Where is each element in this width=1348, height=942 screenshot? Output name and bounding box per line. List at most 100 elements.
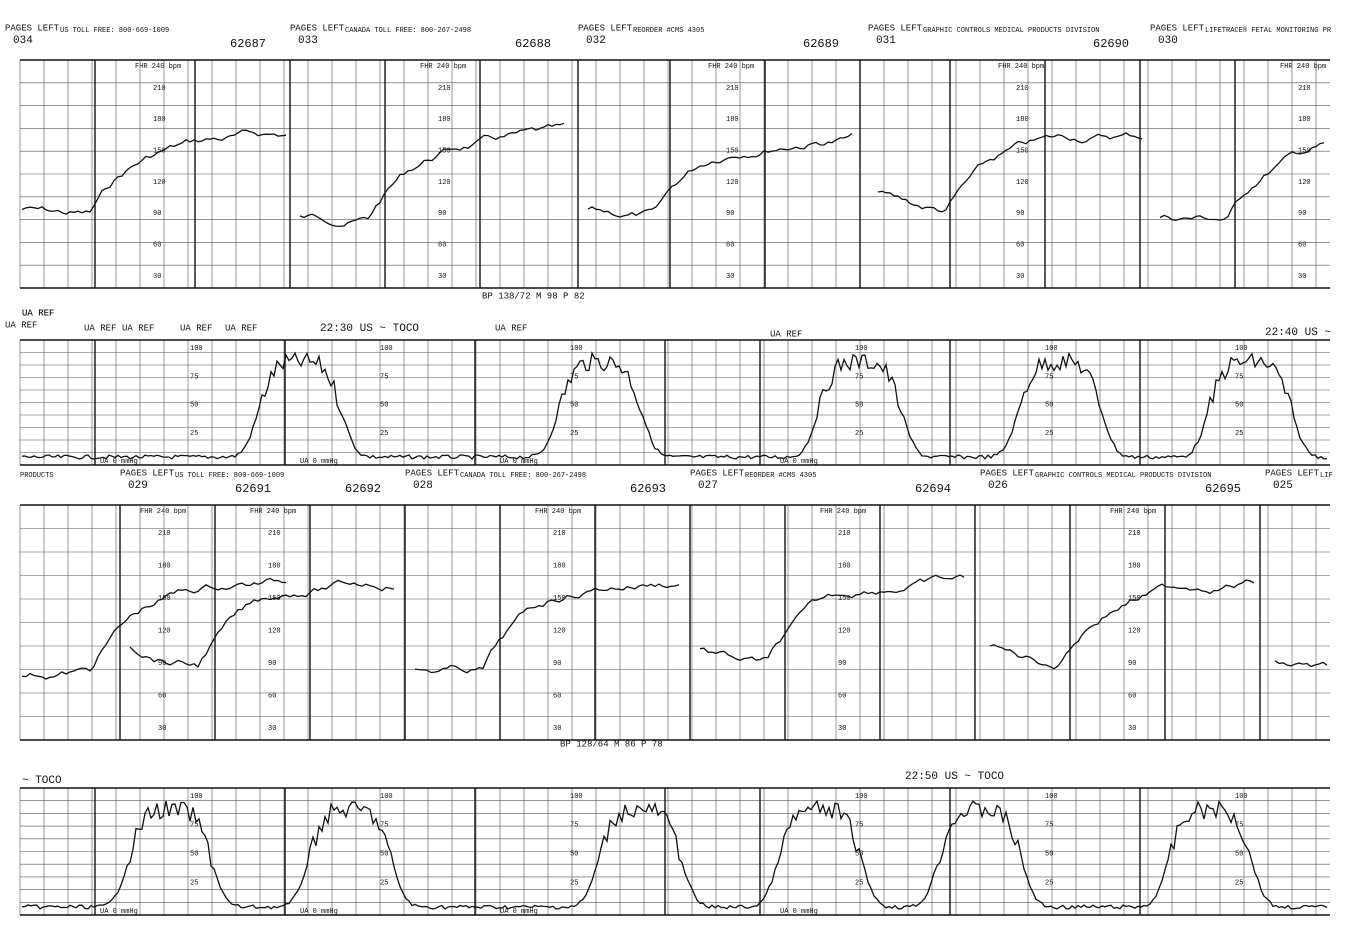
ua-ref-label: UA REF xyxy=(5,320,37,330)
print-note: GRAPHIC CONTROLS MEDICAL PRODUCTS DIVISI… xyxy=(1035,472,1211,480)
scale-label: 25 xyxy=(380,430,388,438)
scale-label: 50 xyxy=(855,402,863,410)
scale-label: 100 xyxy=(380,793,393,801)
time-label: 22:40 US ~ xyxy=(1265,327,1331,339)
scale-label: 100 xyxy=(380,345,393,353)
scale-label: 75 xyxy=(1235,822,1243,830)
serial-number: 62688 xyxy=(515,37,551,51)
serial-number: 62689 xyxy=(803,37,839,51)
scale-label: 25 xyxy=(570,879,578,887)
pages-left: PAGES LEFT xyxy=(1150,23,1205,33)
scale-label: 180 xyxy=(1016,116,1029,124)
serial-number: 62687 xyxy=(230,37,266,51)
time-label: 22:30 US ~ TOCO xyxy=(320,323,419,335)
scale-label: 60 xyxy=(158,692,166,700)
scale-label: 120 xyxy=(158,627,171,635)
trace xyxy=(21,577,287,680)
trace xyxy=(587,132,853,218)
scale-label: 100 xyxy=(1235,793,1248,801)
toco-label: ~ TOCO xyxy=(22,775,62,787)
page-number: 032 xyxy=(586,35,606,47)
pages-left: PAGES LEFT xyxy=(290,23,345,33)
scale-label: 100 xyxy=(855,345,868,353)
scale-title: FHR 240 bpm xyxy=(535,508,581,516)
scale-label: 120 xyxy=(1016,179,1029,187)
scale-label: 30 xyxy=(1128,725,1136,733)
trace xyxy=(129,579,395,669)
scale-label: 30 xyxy=(438,273,446,281)
scale-label: 25 xyxy=(1235,430,1243,438)
scale-label: 30 xyxy=(158,725,166,733)
scale-label: 90 xyxy=(268,660,276,668)
scale-label: 75 xyxy=(380,822,388,830)
scale-label: 50 xyxy=(190,402,198,410)
print-note: LIFETRACE® FETAL MONITORING PR xyxy=(1205,26,1332,35)
scale-label: 100 xyxy=(570,345,583,353)
scale-label: 50 xyxy=(190,851,198,859)
scale-label: 210 xyxy=(1128,530,1141,538)
scale-label: 75 xyxy=(380,373,388,381)
scale-label: 60 xyxy=(553,692,561,700)
bp-annotation: BP 138/72 M 98 P 82 xyxy=(482,291,585,301)
scale-label: 210 xyxy=(268,530,281,538)
scale-label: 210 xyxy=(553,530,566,538)
zero-label: UA 0 mmHg xyxy=(500,908,538,916)
time-label: 22:50 US ~ TOCO xyxy=(905,771,1004,783)
scale-label: 100 xyxy=(1045,793,1058,801)
scale-label: 50 xyxy=(1045,851,1053,859)
scale-label: 50 xyxy=(1235,402,1243,410)
page-number: 031 xyxy=(876,35,896,47)
scale-label: 75 xyxy=(1235,373,1243,381)
page-number: 027 xyxy=(698,480,718,492)
scale-label: 75 xyxy=(190,373,198,381)
zero-label: UA 0 mmHg xyxy=(780,458,818,466)
trace xyxy=(699,574,965,661)
pages-left: PAGES LEFT xyxy=(980,468,1035,478)
serial-number: 62692 xyxy=(345,482,381,496)
ua-ref-label: UA REF xyxy=(225,323,257,333)
scale-label: 30 xyxy=(1298,273,1306,281)
serial-number: 62695 xyxy=(1205,482,1241,496)
trace xyxy=(21,351,1328,460)
scale-label: 120 xyxy=(726,179,739,187)
print-note: REORDER #CMS 4305 xyxy=(745,472,816,480)
scale-label: 25 xyxy=(1045,879,1053,887)
scale-label: 60 xyxy=(153,242,161,250)
scale-label: 25 xyxy=(570,430,578,438)
scale-label: 75 xyxy=(1045,373,1053,381)
scale-label: 25 xyxy=(190,879,198,887)
scale-label: 25 xyxy=(1045,430,1053,438)
scale-label: 90 xyxy=(1016,210,1024,218)
scale-label: 30 xyxy=(838,725,846,733)
scale-label: 210 xyxy=(1298,85,1311,93)
scale-label: 30 xyxy=(153,273,161,281)
scale-label: 120 xyxy=(553,627,566,635)
scale-label: 75 xyxy=(855,373,863,381)
scale-label: 180 xyxy=(726,116,739,124)
scale-label: 180 xyxy=(838,562,851,570)
print-note: GRAPHIC CONTROLS MEDICAL PRODUCTS DIVISI… xyxy=(923,27,1099,35)
print-note: US TOLL FREE: 800-669-1009 xyxy=(175,472,284,480)
scale-label: 50 xyxy=(570,851,578,859)
print-note: CANADA TOLL FREE: 800-267-2498 xyxy=(345,27,471,35)
scale-label: 75 xyxy=(190,822,198,830)
pages-left: PAGES LEFT xyxy=(5,23,60,33)
scale-label: 90 xyxy=(1128,660,1136,668)
scale-label: 30 xyxy=(726,273,734,281)
scale-title: FHR 240 bpm xyxy=(998,63,1044,71)
zero-label: UA 0 mmHg xyxy=(100,908,138,916)
page-number: 034 xyxy=(13,35,33,47)
scale-label: 75 xyxy=(1045,822,1053,830)
scale-title: FHR 240 bpm xyxy=(140,508,186,516)
scale-label: 210 xyxy=(158,530,171,538)
page-number: 030 xyxy=(1158,35,1178,47)
scale-label: 120 xyxy=(1128,627,1141,635)
pages-left: PAGES LEFT xyxy=(1265,468,1320,478)
ua-ref-label: UA REF xyxy=(495,323,527,333)
scale-label: 60 xyxy=(1298,242,1306,250)
scale-label: 60 xyxy=(1016,242,1024,250)
print-note: REORDER #CMS 4305 xyxy=(633,27,704,35)
serial-number: 62693 xyxy=(630,482,666,496)
scale-label: 60 xyxy=(1128,692,1136,700)
scale-label: 60 xyxy=(726,242,734,250)
